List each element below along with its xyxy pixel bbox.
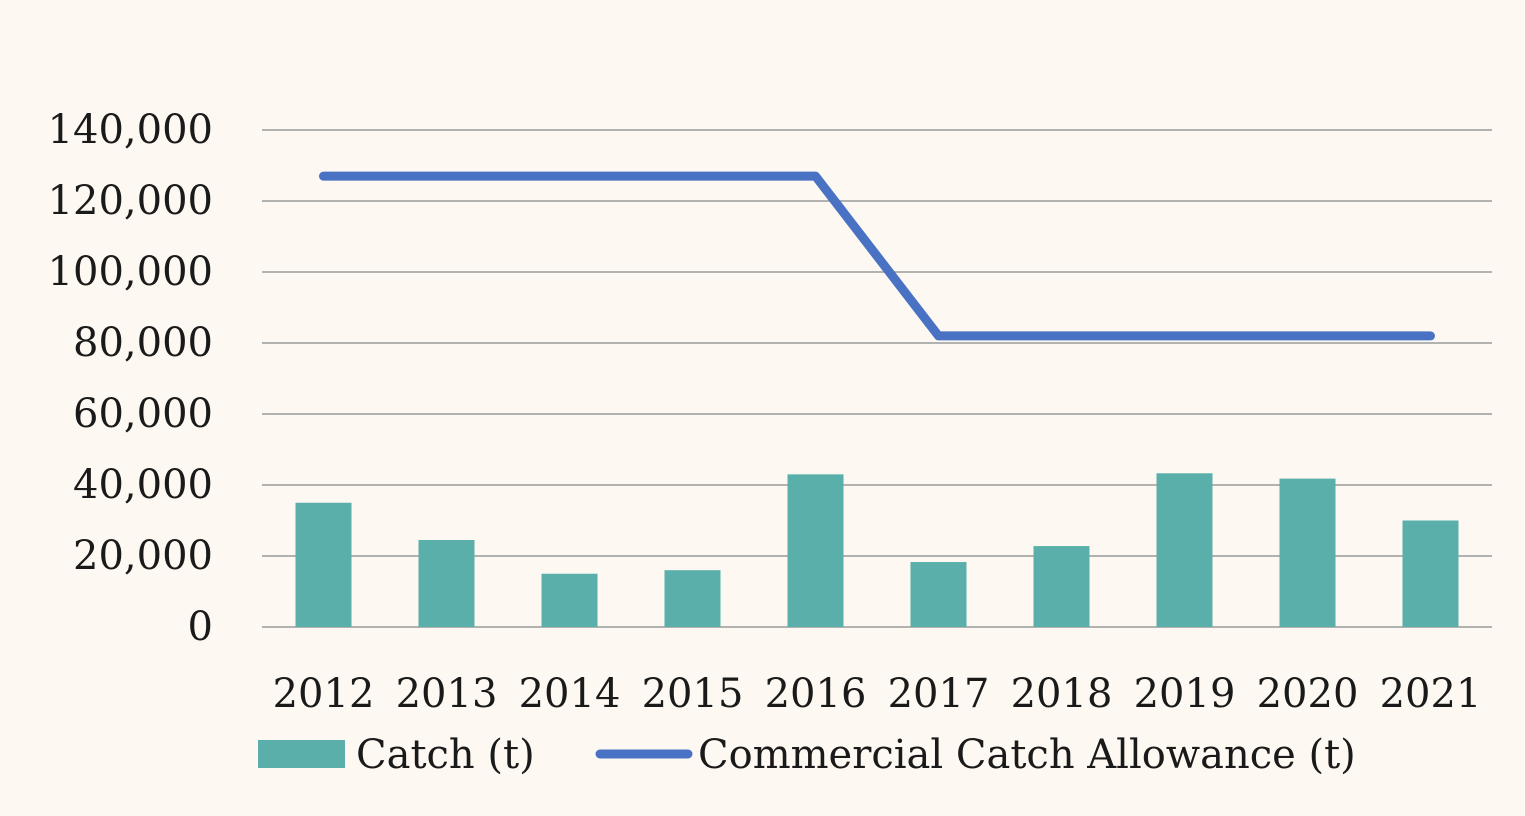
line-commercial-catch-allowance [319,171,1435,341]
y-tick-label: 20,000 [73,533,213,579]
x-tick-label: 2017 [888,671,990,717]
bar-catch-2014 [541,573,598,627]
x-tick-label: 2020 [1257,671,1359,717]
x-tick-label: 2014 [519,671,621,717]
legend-label-allowance: Commercial Catch Allowance (t) [698,732,1356,778]
allowance-line-layer [319,171,1435,341]
x-tick-label: 2012 [273,671,375,717]
bar-catch-2020 [1279,478,1336,627]
y-tick-label: 100,000 [48,249,213,295]
legend-swatch-catch [258,740,345,768]
legend: Catch (t) Commercial Catch Allowance (t) [258,732,1356,778]
y-tick-label: 80,000 [73,320,213,366]
y-tick-label: 120,000 [48,178,213,224]
catch-bars [295,473,1459,627]
x-tick-label: 2018 [1011,671,1113,717]
legend-label-catch: Catch (t) [356,732,535,778]
bar-catch-2012 [295,502,352,627]
x-tick-label: 2019 [1134,671,1236,717]
bar-catch-2018 [1033,546,1090,627]
y-tick-label: 40,000 [73,462,213,508]
y-tick-label: 140,000 [48,107,213,153]
bar-catch-2016 [787,474,844,627]
y-tick-label: 0 [188,604,213,650]
bar-catch-2013 [418,540,475,627]
bar-catch-2019 [1156,473,1213,627]
x-tick-label: 2021 [1380,671,1482,717]
x-tick-label: 2016 [765,671,867,717]
bar-catch-2021 [1402,520,1459,627]
y-tick-label: 60,000 [73,391,213,437]
bar-catch-2015 [664,570,721,627]
x-tick-label: 2015 [642,671,744,717]
x-tick-label: 2013 [396,671,498,717]
bar-catch-2017 [910,562,967,627]
y-axis-tick-labels: 0 20,000 40,000 60,000 80,000 100,000 120,000 1… [48,107,213,650]
x-axis-tick-labels: 2012 2013 2014 2015 2016 2017 2018 2019 2020 2021 [273,671,1482,717]
